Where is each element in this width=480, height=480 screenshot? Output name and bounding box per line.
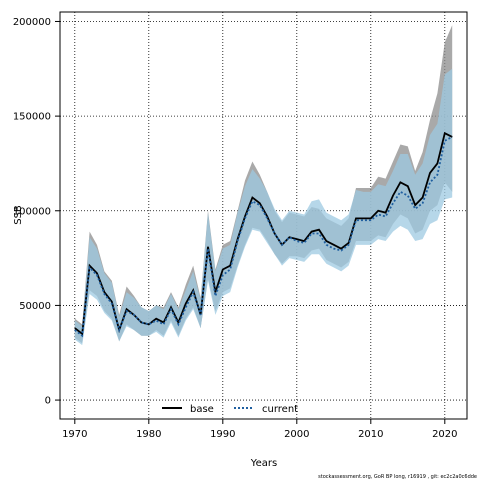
- y-tick-label: 100000: [13, 206, 51, 217]
- credit-text: stockassessment.org, GoR BP long, r16919…: [318, 474, 477, 480]
- y-tick-label: 150000: [13, 112, 51, 123]
- legend-base-label: base: [190, 404, 214, 415]
- x-tick-label: 1980: [136, 429, 161, 440]
- plot-frame: [59, 11, 468, 420]
- current-confidence-band: [74, 68, 453, 346]
- x-tick-label: 2000: [284, 429, 309, 440]
- x-tick-label: 1970: [62, 429, 87, 440]
- x-axis: 1970 1980 1990 2000 2010 2020: [62, 419, 458, 440]
- x-tick-label: 2020: [432, 429, 457, 440]
- y-tick-label: 50000: [19, 301, 51, 312]
- x-tick-label: 2010: [358, 429, 383, 440]
- base-confidence-band: [74, 25, 453, 344]
- legend-current-label: current: [262, 404, 298, 415]
- x-axis-title: Years: [250, 458, 277, 469]
- confidence-bands: [74, 25, 453, 346]
- base-series-line: [74, 131, 453, 336]
- grid-lines: [60, 12, 467, 419]
- x-tick-label: 1990: [210, 429, 235, 440]
- y-tick-label: 0: [45, 396, 51, 407]
- y-axis-title: SSB: [13, 205, 24, 225]
- legend: base current: [162, 404, 298, 415]
- y-tick-label: 200000: [13, 17, 51, 28]
- y-axis: 0 50000 100000 150000 200000: [13, 17, 60, 407]
- series-lines: [74, 131, 453, 338]
